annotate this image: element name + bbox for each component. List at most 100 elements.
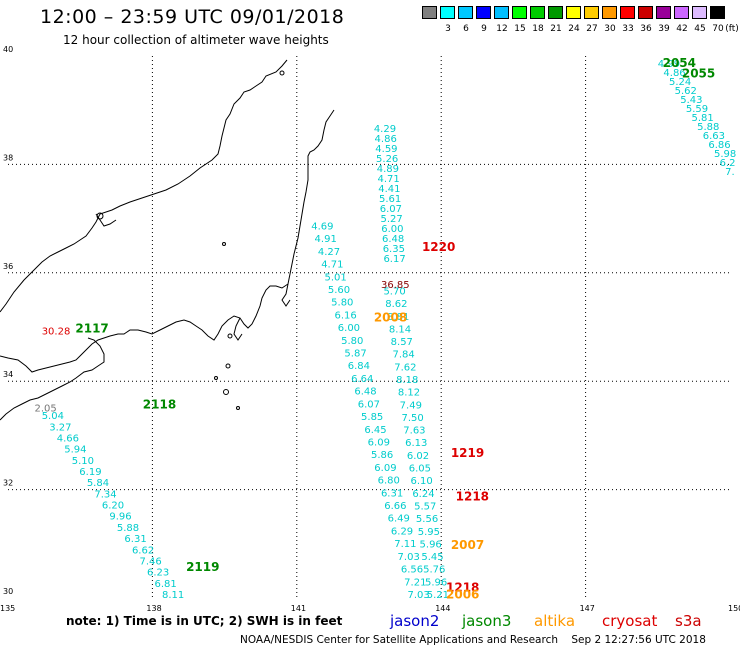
wave-height-value: 6.00 [381,224,403,235]
wave-height-value: 5.80 [341,336,363,347]
wave-height-value: 5.43 [680,95,702,106]
color-swatch [440,6,455,19]
wave-height-value: 4.29 [374,124,396,135]
pass-time-label: 2054 [663,56,696,70]
pacific-coastline [0,109,335,373]
lat-tick-label: 30 [3,587,13,596]
wave-height-value: 4.86 [663,68,685,79]
color-swatch [710,6,725,19]
wave-height-value: 5.04 [42,411,64,422]
satellite-legend-item: cryosat [602,612,658,630]
map-subtitle: 12 hour collection of altimeter wave hei… [63,33,329,47]
wave-height-value: 6.09 [374,463,396,474]
wave-height-value: 7.84 [392,350,414,361]
wave-height-value: 7.21 [404,577,426,588]
wave-height-value: 30.28 [42,327,71,338]
wave-height-value: 8.14 [389,324,411,335]
wave-height-value: 5.76 [423,565,445,576]
wave-height-value: 6.35 [383,244,405,255]
wave-height-value: 6.56 [401,565,423,576]
color-swatch [530,6,545,19]
wave-height-value: 2.05 [34,404,56,415]
color-scale-label: 6 [463,24,469,34]
color-swatch [602,6,617,19]
satellite-legend-item: jason3 [462,612,512,630]
color-scale-label: 36 [640,24,652,34]
wave-height-value: 6.19 [79,467,101,478]
wave-height-value: 5.95 [418,527,440,538]
wave-height-value: 6.64 [351,374,373,385]
color-swatch [494,6,509,19]
wave-height-value: 5.98 [714,149,736,160]
wave-height-value: 4.71 [378,174,400,185]
lat-tick-label: 38 [3,153,13,162]
wave-height-value: 5.88 [697,122,719,133]
wave-height-value: 5.24 [669,77,691,88]
island [214,376,218,380]
wave-height-value: 6.81 [155,579,177,590]
wave-height-value: 6.45 [364,425,386,436]
izu-peninsula [233,317,243,341]
color-scale-label: 24 [568,24,580,34]
credit-text: NOAA/NESDIS Center for Satellite Applica… [240,634,558,646]
color-swatch [638,6,653,19]
color-scale-label: 18 [532,24,544,34]
wave-height-value: 7.63 [403,426,425,437]
color-scale-label: 42 [676,24,688,34]
wave-height-value: 6.07 [358,399,380,410]
wave-height-value: 6.23 [147,568,169,579]
wave-height-value: 5.86 [371,450,393,461]
wave-height-value: 4.89 [377,164,399,175]
wave-height-value: 6.09 [368,437,390,448]
island [222,242,226,246]
generation-timestamp: Sep 2 12:27:56 UTC 2018 [571,634,706,646]
units-note: note: 1) Time is in UTC; 2) SWH is in fe… [66,614,343,628]
wave-height-value: 5.21 [427,590,449,601]
wave-height-value: 6.02 [407,451,429,462]
pass-time-label: 2119 [186,560,219,574]
color-swatch [458,6,473,19]
lat-tick-label: 32 [3,479,13,488]
wave-height-value: 6.31 [124,534,146,545]
wave-height-value: 9.96 [109,512,131,523]
color-swatch [674,6,689,19]
wave-height-value: 3.27 [49,422,71,433]
wave-height-value: 6.80 [378,476,400,487]
wave-height-value: 5.45 [421,552,443,563]
color-scale-label: 70 [712,24,724,34]
wave-height-value: 5.87 [344,349,366,360]
color-scale-label: 39 [658,24,670,34]
boso-peninsula [281,283,291,307]
wave-height-value: 6.05 [409,464,431,475]
color-scale-label: 3 [445,24,451,34]
kii-coastline [95,213,117,227]
satellite-legend-item: jason2 [390,612,440,630]
lat-tick-label: 34 [3,370,13,379]
pass-time-label: 2117 [75,321,108,335]
wave-height-value: 6.31 [381,488,403,499]
wave-height-value: 4.66 [57,433,79,444]
color-scale-label: 12 [496,24,508,34]
wave-height-value: 5.26 [376,154,398,165]
wave-height-value: 5.10 [72,456,94,467]
lon-tick-label: 135 [0,604,15,613]
pass-time-label: 1218 [446,580,479,594]
pass-time-label: 1220 [422,240,455,254]
pass-time-label: 2008 [374,311,407,325]
island [236,406,240,410]
color-swatch [656,6,671,19]
wave-height-value: 6.62 [132,545,154,556]
wave-height-value: 7.11 [394,539,416,550]
wave-height-value: 7.46 [139,556,161,567]
lon-tick-label: 138 [146,604,161,613]
pass-time-label: 1218 [456,489,489,503]
color-swatch [476,6,491,19]
lat-tick-label: 40 [3,45,13,54]
wave-height-value: 5.61 [379,194,401,205]
wave-height-value: 6.00 [338,323,360,334]
wave-height-value: 7.03 [398,552,420,563]
wave-height-value: 8.11 [162,590,184,601]
wave-height-value: 6.48 [354,387,376,398]
